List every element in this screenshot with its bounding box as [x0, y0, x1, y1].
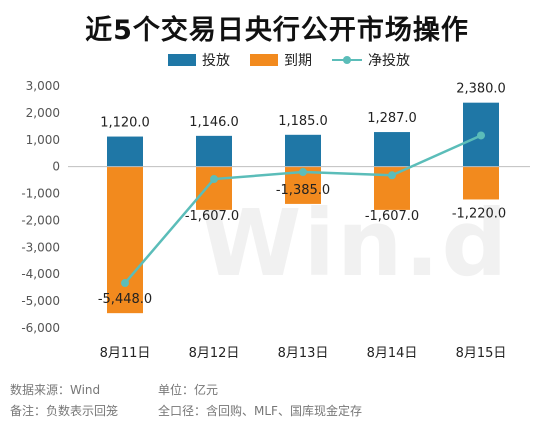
y-tick-label: -2,000 [21, 213, 60, 227]
x-tick-label: 8月11日 [100, 346, 151, 361]
footer-source: 数据来源：Wind [10, 383, 101, 397]
data-label-mature: -1,607.0 [185, 209, 239, 224]
net-point [388, 171, 396, 180]
footer-scope: 全口径：含回购、MLF、国库现金定存 [158, 404, 362, 418]
y-tick-label: -1,000 [21, 187, 60, 201]
watermark: Win.d [200, 190, 510, 297]
bar-mature [107, 166, 143, 314]
bar-invest [107, 136, 143, 167]
x-tick-label: 8月14日 [367, 346, 418, 361]
x-tick-label: 8月12日 [189, 346, 240, 361]
legend-label-invest: 投放 [202, 53, 230, 69]
legend-swatch-mature [250, 54, 278, 66]
y-tick-label: 3,000 [26, 79, 60, 93]
bar-invest [196, 135, 232, 167]
net-point [121, 279, 129, 288]
legend-item-net: 净投放 [332, 50, 410, 70]
legend: 投放 到期 净投放 [168, 50, 430, 70]
legend-label-net: 净投放 [368, 53, 410, 69]
data-label-invest: 1,185.0 [278, 114, 328, 129]
bar-mature [463, 166, 499, 200]
bar-invest [374, 132, 410, 167]
y-tick-label: -3,000 [21, 240, 60, 254]
footer-unit: 单位：亿元 [158, 383, 219, 397]
y-tick-label: 1,000 [26, 133, 60, 147]
net-point [210, 175, 218, 184]
legend-label-mature: 到期 [284, 53, 312, 69]
x-tick-label: 8月13日 [278, 346, 329, 361]
x-tick-label: 8月15日 [456, 346, 507, 361]
legend-item-mature: 到期 [250, 50, 312, 70]
bar-invest [285, 134, 321, 167]
data-label-invest: 1,146.0 [189, 115, 239, 130]
data-label-invest: 2,380.0 [456, 82, 506, 97]
bar-mature [196, 166, 232, 210]
data-label-mature: -1,385.0 [276, 183, 330, 198]
net-point [477, 131, 485, 140]
data-label-invest: 1,287.0 [367, 111, 417, 126]
legend-swatch-net [332, 54, 362, 66]
footer-note: 备注：负数表示回笼 [10, 404, 119, 418]
y-tick-label: 0 [52, 160, 60, 174]
y-tick-label: -6,000 [21, 321, 60, 335]
data-label-invest: 1,120.0 [100, 116, 150, 131]
chart-title: 近5个交易日央行公开市场操作 [85, 15, 469, 46]
legend-swatch-invest [168, 54, 196, 66]
legend-item-invest: 投放 [168, 50, 230, 70]
net-point [299, 168, 307, 177]
data-label-mature: -1,607.0 [365, 209, 419, 224]
data-label-mature: -5,448.0 [98, 292, 152, 307]
y-tick-label: 2,000 [26, 106, 60, 120]
y-tick-label: -4,000 [21, 267, 60, 281]
y-tick-label: -5,000 [21, 294, 60, 308]
data-label-mature: -1,220.0 [452, 206, 506, 221]
